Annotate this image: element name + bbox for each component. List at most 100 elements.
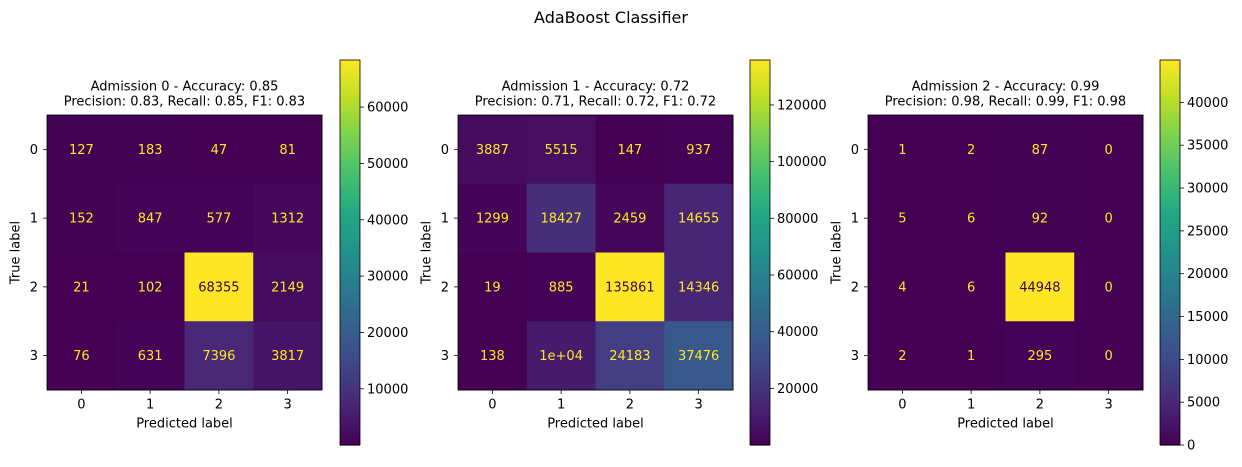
- colorbar-strip: [750, 422, 770, 427]
- colorbar-strip: [1160, 335, 1180, 340]
- colorbar-strip: [340, 98, 360, 103]
- colorbar-tick-label: 80000: [777, 212, 818, 227]
- colorbar-strip: [1160, 85, 1180, 90]
- colorbar-strip: [1160, 406, 1180, 411]
- colorbar-strip: [1160, 223, 1180, 228]
- y-tick-label: 1: [851, 212, 859, 227]
- colorbar-strip: [1160, 133, 1180, 138]
- colorbar-strip: [340, 143, 360, 148]
- colorbar-strip: [1160, 422, 1180, 427]
- colorbar-strip: [340, 242, 360, 247]
- colorbar-strip: [750, 79, 770, 84]
- colorbar-strip: [750, 69, 770, 74]
- colorbar-strip: [340, 124, 360, 128]
- cell-label: 1: [898, 143, 906, 158]
- heatmap-cell: [1074, 321, 1144, 391]
- colorbar-strip: [340, 149, 360, 154]
- colorbar-strip: [750, 169, 770, 173]
- colorbar-strip: [1160, 252, 1180, 257]
- colorbar-strip: [750, 120, 770, 125]
- heatmap-cell: [253, 252, 323, 322]
- heatmap-cell: [868, 321, 938, 391]
- heatmap-cell: [664, 252, 734, 322]
- colorbar-strip: [340, 165, 360, 170]
- cell-label: 21: [73, 280, 90, 295]
- colorbar-strip: [1160, 165, 1180, 170]
- colorbar-strip: [340, 274, 360, 279]
- heatmap-cell: [526, 321, 596, 391]
- colorbar-strip: [750, 130, 770, 135]
- colorbar-strip: [340, 326, 360, 331]
- colorbar-strip: [340, 310, 360, 315]
- colorbar-tick-label: 30000: [367, 270, 408, 285]
- colorbar-strip: [750, 326, 770, 331]
- colorbar-strip: [750, 307, 770, 311]
- colorbar-strip: [1160, 220, 1180, 225]
- colorbar-strip: [340, 438, 360, 443]
- colorbar-strip: [340, 403, 360, 408]
- colorbar-tick-label: 40000: [1187, 96, 1228, 111]
- colorbar-strip: [750, 258, 770, 263]
- colorbar-strip: [340, 258, 360, 263]
- colorbar-strip: [340, 76, 360, 80]
- cell-label: 631: [138, 349, 163, 364]
- colorbar-strip: [340, 307, 360, 311]
- colorbar-strip: [750, 345, 770, 350]
- colorbar-strip: [750, 419, 770, 424]
- colorbar-strip: [1160, 425, 1180, 430]
- heatmap-cell: [1074, 252, 1144, 322]
- x-tick-label: 2: [215, 398, 223, 413]
- colorbar-strip: [750, 201, 770, 205]
- colorbar-strip: [340, 175, 360, 180]
- colorbar-strip: [1160, 79, 1180, 84]
- colorbar-strip: [340, 278, 360, 282]
- colorbar-strip: [340, 361, 360, 366]
- colorbar-tick-label: 120000: [777, 98, 827, 113]
- panel-subtitle: Precision: 0.83, Recall: 0.85, F1: 0.83: [64, 95, 305, 110]
- colorbar-strip: [750, 111, 770, 116]
- colorbar-strip: [340, 387, 360, 392]
- colorbar-strip: [1160, 127, 1180, 132]
- colorbar-strip: [750, 153, 770, 157]
- colorbar-strip: [750, 332, 770, 337]
- colorbar-strip: [1160, 307, 1180, 311]
- colorbar-strip: [1160, 441, 1180, 446]
- x-axis-label: Predicted label: [136, 417, 233, 432]
- colorbar-strip: [750, 297, 770, 302]
- colorbar-strip: [750, 409, 770, 414]
- colorbar-strip: [750, 217, 770, 222]
- colorbar-strip: [340, 153, 360, 157]
- x-tick-label: 0: [488, 398, 496, 413]
- panel-title: Admission 0 - Accuracy: 0.85: [91, 80, 279, 95]
- colorbar-tick-label: 40000: [777, 325, 818, 340]
- colorbar-frame: [1159, 59, 1181, 446]
- axes-frame: [46, 114, 323, 391]
- heatmap-cell: [868, 252, 938, 322]
- cell-label: 7396: [202, 349, 235, 364]
- panel-title: Admission 1 - Accuracy: 0.72: [502, 80, 690, 95]
- colorbar-strip: [1160, 214, 1180, 218]
- colorbar-strip: [1160, 387, 1180, 392]
- colorbar-strip: [750, 210, 770, 215]
- colorbar-strip: [340, 364, 360, 369]
- cell-label: 0: [1104, 349, 1112, 364]
- colorbar-strip: [750, 85, 770, 90]
- colorbar-strip: [340, 140, 360, 145]
- colorbar-strip: [750, 428, 770, 433]
- colorbar-strip: [340, 130, 360, 135]
- colorbar-strip: [1160, 291, 1180, 295]
- colorbar-strip: [750, 175, 770, 180]
- colorbar-strip: [1160, 268, 1180, 273]
- cell-label: 87: [1032, 143, 1049, 158]
- colorbar-strip: [750, 72, 770, 77]
- colorbar-strip: [340, 262, 360, 266]
- colorbar-strip: [1160, 361, 1180, 366]
- colorbar-strip: [750, 284, 770, 289]
- colorbar-strip: [340, 297, 360, 302]
- colorbar-strip: [340, 233, 360, 238]
- colorbar-strip: [1160, 108, 1180, 112]
- colorbar-strip: [340, 127, 360, 132]
- colorbar-strip: [1160, 130, 1180, 135]
- colorbar-strip: [340, 281, 360, 286]
- colorbar-strip: [1160, 416, 1180, 420]
